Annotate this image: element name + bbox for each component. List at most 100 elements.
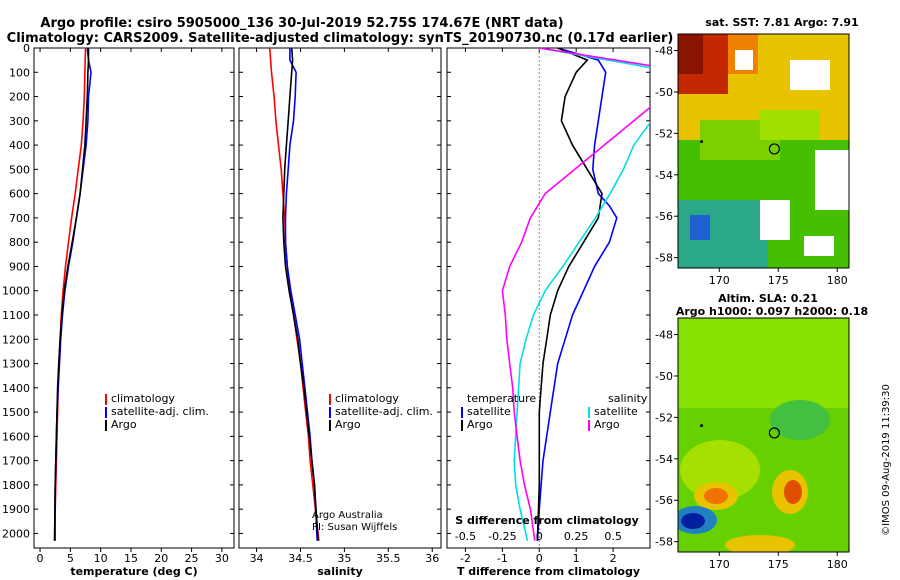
map-y-tick-label: -58 (655, 536, 673, 549)
x-tick-label: 0 (536, 552, 543, 565)
island-dot (700, 140, 704, 144)
sst-map (678, 34, 849, 268)
map-y-tick-label: -54 (655, 169, 673, 182)
y-tick-label: 1900 (2, 503, 30, 516)
y-tick-label: 900 (9, 260, 30, 273)
y-tick-label: 1200 (2, 333, 30, 346)
y-tick-label: 200 (9, 91, 30, 104)
sla-map-axes: 170 175 180 -48 -50 -52 -54 -56 -58 (655, 317, 850, 571)
legend-label-s-satellite: satellite (594, 405, 638, 418)
legend-title-salinity: salinity (608, 392, 648, 405)
y-tick-label: 100 (9, 66, 30, 79)
sla-map-subtitle: Argo h1000: 0.097 h2000: 0.18 (676, 305, 868, 318)
x-axis-label: salinity (317, 565, 363, 578)
map-y-tick-label: -50 (655, 370, 673, 383)
series-argo (53, 48, 90, 541)
legend-label-s-argo: Argo (594, 418, 620, 431)
argo-float-marker (768, 143, 780, 155)
x-tick-label: 30 (215, 552, 229, 565)
x-axis-label: T difference from climatology (457, 565, 640, 578)
y-tick-label: 1500 (2, 406, 30, 419)
map-y-tick-label: -52 (655, 411, 673, 424)
x-tick-label: 36 (425, 552, 439, 565)
y-tick-label: 2000 (2, 527, 30, 540)
salinity-panel: 34 34.5 35 35.5 36 salinity (238, 47, 442, 578)
x-tick-label: 34.5 (288, 552, 313, 565)
x2-tick-label: 0.25 (564, 530, 589, 543)
map-y-tick-label: -56 (655, 494, 673, 507)
map-y-tick-label: -48 (655, 45, 673, 58)
plot-frame (238, 47, 442, 549)
map-frame (677, 317, 850, 553)
title-line-2: Climatology: CARS2009. Satellite-adjuste… (7, 31, 674, 46)
y-tick-label: 800 (9, 236, 30, 249)
difference-panel: -2 -1 0 1 2T difference from climatology -0.5… (446, 47, 651, 578)
y-tick-label: 1100 (2, 309, 30, 322)
map-frame (677, 33, 850, 269)
salinity-legend: climatology satellite-adj. clim. Argo (329, 392, 433, 431)
x-tick-label: 35 (337, 552, 351, 565)
x2-tick-label: 0 (536, 530, 543, 543)
x2-tick-label: -0.25 (488, 530, 516, 543)
x-tick-label: 5 (67, 552, 74, 565)
credit-line-2: PI: Susan Wijffels (312, 522, 397, 533)
legend-label-climatology: climatology (335, 392, 399, 405)
map-x-tick-label: 175 (768, 558, 789, 571)
y-tick-label: 1600 (2, 430, 30, 443)
map-x-tick-label: 180 (827, 558, 848, 571)
sla-map-title: Altim. SLA: 0.21 (718, 292, 818, 305)
x2-tick-label: 0.5 (604, 530, 622, 543)
credit-line-1: Argo Australia (312, 510, 383, 521)
y-tick-label: 1700 (2, 455, 30, 468)
legend-label-satellite: satellite-adj. clim. (111, 405, 209, 418)
x2-tick-label: -0.5 (455, 530, 476, 543)
map-x-tick-label: 170 (709, 274, 730, 287)
temperature-legend: climatology satellite-adj. clim. Argo (105, 392, 209, 431)
y-tick-label: 700 (9, 212, 30, 225)
series-satellite-adj-clim (284, 48, 318, 541)
y-tick-label: 1000 (2, 285, 30, 298)
x-tick-label: 0 (37, 552, 44, 565)
difference-legend-temperature: temperature satellite Argo (461, 392, 536, 431)
title-line-1: Argo profile: csiro 5905000_136 30-Jul-2… (40, 16, 563, 31)
x-tick-label: -2 (460, 552, 471, 565)
series-salinity-satellite (513, 48, 650, 541)
y-tick-label: 600 (9, 188, 30, 201)
sla-map (678, 318, 849, 552)
x-tick-label: 20 (154, 552, 168, 565)
map-y-tick-label: -58 (655, 252, 673, 265)
map-x-tick-label: 170 (709, 558, 730, 571)
x-tick-label: -1 (497, 552, 508, 565)
map-y-tick-label: -54 (655, 453, 673, 466)
plot-frame (33, 47, 235, 549)
map-y-tick-label: -48 (655, 329, 673, 342)
x-tick-label: 25 (185, 552, 199, 565)
x-tick-label: 2 (610, 552, 617, 565)
series-argo (282, 48, 319, 541)
argo-float-marker (768, 427, 780, 439)
legend-label-satellite: satellite-adj. clim. (335, 405, 433, 418)
y-tick-label: 500 (9, 163, 30, 176)
series-salinity-argo (501, 48, 650, 541)
y-tick-label: 1300 (2, 358, 30, 371)
x-tick-label: 34 (250, 552, 264, 565)
map-y-tick-label: -50 (655, 86, 673, 99)
map-y-tick-label: -56 (655, 210, 673, 223)
x-tick-label: 1 (573, 552, 580, 565)
y-tick-label: 400 (9, 139, 30, 152)
x-tick-label: 10 (94, 552, 108, 565)
difference-legend-salinity: salinity satellite Argo (588, 392, 648, 431)
series-temperature-satellite (536, 48, 618, 541)
sst-map-axes: 170 175 180 -48 -50 -52 -54 -56 -58 (655, 33, 850, 287)
legend-title-temperature: temperature (467, 392, 536, 405)
map-x-tick-label: 180 (827, 274, 848, 287)
map-x-tick-label: 175 (768, 274, 789, 287)
legend-label-t-argo: Argo (467, 418, 493, 431)
y-tick-label: 0 (23, 42, 30, 55)
y-tick-label: 300 (9, 115, 30, 128)
x-tick-label: 35.5 (376, 552, 401, 565)
s-difference-axis-label: S difference from climatology (455, 514, 639, 527)
plot-frame (446, 47, 651, 549)
timestamp-stamp: ©IMOS 09-Aug-2019 11:39:30 (881, 384, 892, 536)
